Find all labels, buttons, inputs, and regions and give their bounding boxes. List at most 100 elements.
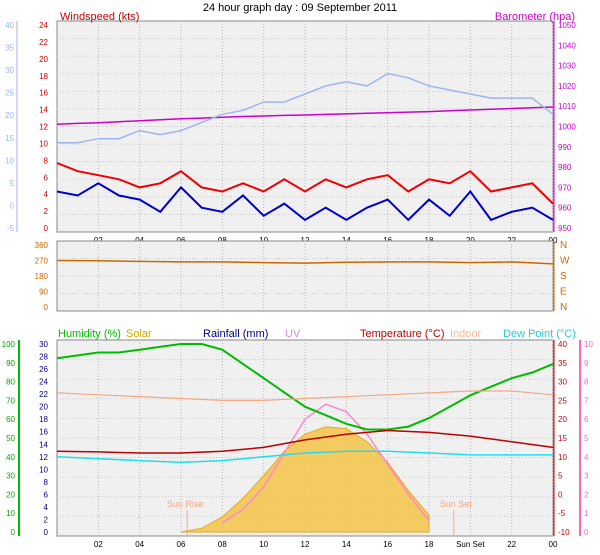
windspeed-axis-tick-label: 16 <box>39 89 48 98</box>
rainfall-axis-tick-label: 12 <box>39 453 48 462</box>
temp-x-tick-label: 00 <box>549 540 558 549</box>
far-left-axis-tick-label: 25 <box>5 89 14 98</box>
far-left-axis-tick-label: 20 <box>5 111 14 120</box>
temp-x-tick-label: 10 <box>259 540 268 549</box>
barometer-axis-tick-label: 990 <box>558 143 572 152</box>
windspeed-axis-tick-label: 18 <box>39 72 48 81</box>
direction-degree-axis-tick-label: 0 <box>44 303 49 312</box>
windspeed-axis-tick-label: 6 <box>44 173 49 182</box>
windspeed-axis-tick-label: 20 <box>39 55 48 64</box>
temp-x-tick-label: 02 <box>94 540 103 549</box>
temp-x-tick-label: 18 <box>425 540 434 549</box>
temp-x-tick-label: 04 <box>135 540 144 549</box>
barometer-axis-tick-label: 1010 <box>558 102 576 111</box>
rainfall-axis-tick-label: 20 <box>39 403 48 412</box>
uv-axis-tick-label: 0 <box>584 528 589 537</box>
windspeed-axis-tick-label: 8 <box>44 156 49 165</box>
indoor-line <box>56 390 554 401</box>
uv-axis-tick-label: 8 <box>584 378 589 387</box>
humidity-axis-tick-label: 10 <box>6 509 15 518</box>
humidity-axis-tick-label: 0 <box>11 528 16 537</box>
far-left-axis-tick-label: -5 <box>7 224 15 233</box>
direction-degree-axis-tick-label: 180 <box>35 272 49 281</box>
legend-entry: Solar <box>126 328 152 340</box>
dewpoint-line <box>56 450 553 464</box>
lightblue-line <box>57 72 554 144</box>
temperature-axis-tick-label: 40 <box>558 340 567 349</box>
rainfall-axis-tick-label: 0 <box>44 528 49 537</box>
rainfall-axis-tick-label: 24 <box>39 378 48 387</box>
temp-x-tick-label: 06 <box>177 540 186 549</box>
temperature-line <box>56 429 554 454</box>
barometer-axis-tick-label: 960 <box>558 204 572 213</box>
uv-axis-tick-label: 3 <box>584 472 589 481</box>
uv-axis-tick-label: 1 <box>584 509 589 518</box>
uv-line <box>221 403 430 524</box>
barometer-axis-tick-label: 970 <box>558 183 572 192</box>
rainfall-axis-tick-label: 22 <box>39 390 48 399</box>
barometer-line <box>56 106 554 125</box>
barometer-axis-tick-label: 1030 <box>558 62 576 71</box>
humidity-axis-tick-label: 70 <box>6 396 15 405</box>
legend-entry: Indoor <box>450 328 482 340</box>
sun-rise-label: Sun Rise <box>167 499 204 509</box>
far-left-axis-tick-label: 0 <box>10 201 15 210</box>
humidity-axis-tick-label: 50 <box>6 434 15 443</box>
legend-entry: Rainfall (mm) <box>203 328 268 340</box>
humidity-axis-tick-label: 60 <box>6 415 15 424</box>
temp-x-tick-label: 08 <box>218 540 227 549</box>
panel-temperature-humidity: 1009080706050403020100302826242220181614… <box>2 328 594 549</box>
rainfall-axis-tick-label: 28 <box>39 353 48 362</box>
temperature-axis-tick-label: 20 <box>558 415 567 424</box>
solar-area <box>180 426 430 533</box>
windspeed-axis-tick-label: 10 <box>39 139 48 148</box>
rainfall-axis-tick-label: 10 <box>39 465 48 474</box>
far-left-axis-tick-label: 35 <box>5 44 14 53</box>
direction-compass-axis-tick-label: S <box>560 271 567 282</box>
direction-degree-axis-tick-label: 270 <box>35 257 49 266</box>
windspeed-legend: Windspeed (kts) <box>60 11 139 23</box>
direction-compass-axis-tick-label: E <box>560 287 567 298</box>
legend-entry: Humidity (%) <box>58 328 121 340</box>
page-title: 24 hour graph day : 09 September 2011 <box>203 2 397 14</box>
temperature-axis-tick-label: -5 <box>558 509 566 518</box>
uv-axis-tick-label: 6 <box>584 415 589 424</box>
humidity-axis-tick-label: 100 <box>2 340 16 349</box>
uv-axis-tick-label: 9 <box>584 359 589 368</box>
rainfall-axis-tick-label: 2 <box>44 515 49 524</box>
temperature-axis-tick-label: 30 <box>558 378 567 387</box>
windspeed-axis-tick-label: 0 <box>44 224 49 233</box>
windspeed-axis-tick-label: 24 <box>39 21 48 30</box>
barometer-axis-tick-label: 1000 <box>558 123 576 132</box>
uv-axis-tick-label: 10 <box>584 340 593 349</box>
humidity-line <box>56 343 554 431</box>
humidity-axis-tick-label: 20 <box>6 490 15 499</box>
rainfall-axis-tick-label: 8 <box>44 478 49 487</box>
windspeed-axis-tick-label: 22 <box>39 38 48 47</box>
windspeed-axis-tick-label: 12 <box>39 123 48 132</box>
far-left-axis-tick-label: 40 <box>5 21 14 30</box>
rainfall-axis-tick-label: 4 <box>44 503 49 512</box>
barometer-axis-tick-label: 1050 <box>558 21 576 30</box>
temp-x-tick-label: 14 <box>342 540 351 549</box>
sun-set-label: Sun Set <box>440 499 473 509</box>
windspeed-blue-line <box>56 182 554 222</box>
humidity-axis-tick-label: 90 <box>6 359 15 368</box>
rainfall-axis-tick-label: 16 <box>39 428 48 437</box>
direction-compass-axis-tick-label: N <box>560 240 567 251</box>
temp-x-tick-label: 16 <box>383 540 392 549</box>
rainfall-axis-tick-label: 26 <box>39 365 48 374</box>
rainfall-axis-tick-label: 18 <box>39 415 48 424</box>
barometer-legend: Barometer (hpa) <box>495 11 575 23</box>
rainfall-axis-tick-label: 30 <box>39 340 48 349</box>
temperature-axis-tick-label: 25 <box>558 396 567 405</box>
far-left-axis-tick-label: 10 <box>5 156 14 165</box>
direction-compass-axis-tick-label: W <box>560 256 570 267</box>
direction-plot-area <box>56 240 554 312</box>
windspeed-axis-tick-label: 14 <box>39 106 48 115</box>
temperature-axis-tick-label: 35 <box>558 359 567 368</box>
legend-entry: Dew Point (°C) <box>503 328 576 340</box>
windspeed-axis-tick-label: 4 <box>44 190 49 199</box>
